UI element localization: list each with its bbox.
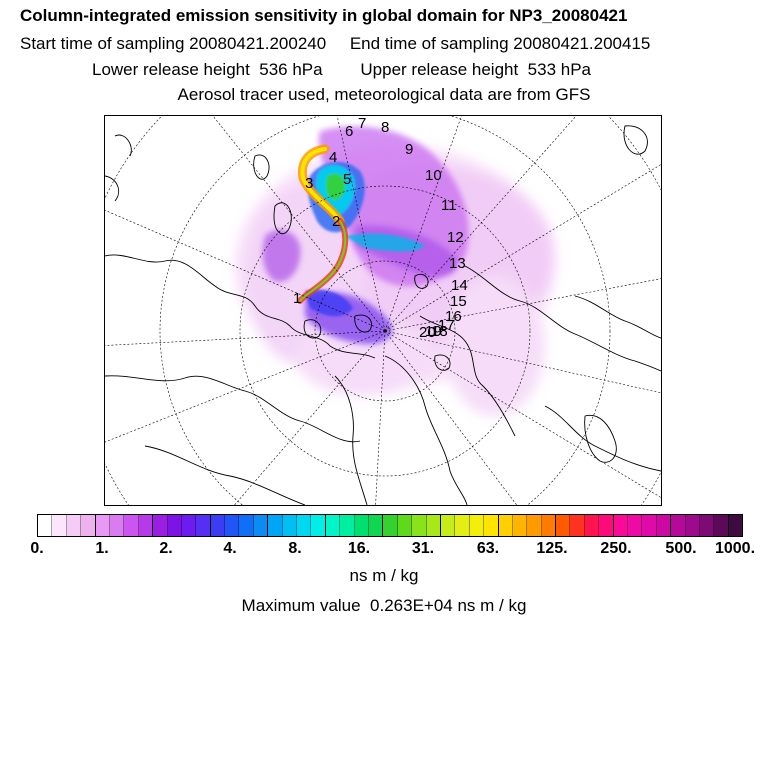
colorbar-segment xyxy=(95,515,110,536)
colorbar-segment xyxy=(656,515,672,536)
day-label-1: 1 xyxy=(293,290,301,307)
colorbar-segment xyxy=(368,515,384,536)
colorbar-segment xyxy=(52,515,67,536)
colorbar-tick-63: 63. xyxy=(476,540,500,557)
colorbar-segment xyxy=(239,515,254,536)
day-label-13: 13 xyxy=(449,255,466,272)
colorbar-segment xyxy=(210,515,226,536)
colorbar-segment xyxy=(455,515,470,536)
plume-streak xyxy=(297,144,349,304)
colorbar-segment xyxy=(354,515,369,536)
colorbar-segment xyxy=(642,515,657,536)
colorbar-segment xyxy=(397,515,413,536)
colorbar-segment xyxy=(282,515,298,536)
coastlines xyxy=(105,125,661,505)
colorbar-segment xyxy=(599,515,614,536)
colorbar-tick-2: 2. xyxy=(159,540,173,557)
colorbar-segment xyxy=(66,515,82,536)
day-label-8: 8 xyxy=(381,119,389,136)
graticule xyxy=(105,116,661,505)
colorbar-segment xyxy=(628,515,643,536)
day-label-19: 19 xyxy=(425,323,442,340)
day-label-11: 11 xyxy=(441,197,457,214)
colorbar-segment xyxy=(38,515,53,536)
colorbar-segment xyxy=(484,515,499,536)
colorbar-units: ns m / kg xyxy=(349,566,419,585)
colorbar-tick-16: 16. xyxy=(347,540,371,557)
colorbar-segment xyxy=(426,515,441,536)
colorbar-tick-31: 31. xyxy=(411,540,435,557)
map-svg: 1 2 3 4 5 6 7 8 9 10 11 12 13 14 15 16 1… xyxy=(105,116,661,505)
maximum-value: Maximum value 0.263E+04 ns m / kg xyxy=(241,596,527,615)
colorbar-segment xyxy=(728,515,743,536)
colorbar-segment xyxy=(340,515,355,536)
day-label-16: 16 xyxy=(445,308,462,325)
day-label-9: 9 xyxy=(405,141,413,158)
day-label-4: 4 xyxy=(329,149,337,166)
day-label-14: 14 xyxy=(451,277,468,294)
day-label-15: 15 xyxy=(450,293,467,310)
day-label-6: 6 xyxy=(345,123,353,140)
colorbar-tick-1000: 1000. xyxy=(714,540,756,557)
colorbar-segment xyxy=(714,515,729,536)
colorbar-segment xyxy=(685,515,700,536)
day-labels: 1 2 3 4 5 6 7 8 9 10 11 12 13 14 15 16 1… xyxy=(293,116,468,341)
colorbar-tick-4: 4. xyxy=(223,540,237,557)
colorbar-segment xyxy=(498,515,513,536)
day-label-10: 10 xyxy=(425,167,442,184)
colorbar-segment xyxy=(225,515,240,536)
polar-map: 1 2 3 4 5 6 7 8 9 10 11 12 13 14 15 16 1… xyxy=(104,115,662,506)
day-label-3: 3 xyxy=(305,175,313,192)
colorbar-segment xyxy=(124,515,139,536)
day-label-12: 12 xyxy=(447,229,464,246)
colorbar-segment xyxy=(512,515,528,536)
colorbar-segment xyxy=(297,515,312,536)
colorbar-segment xyxy=(109,515,125,536)
colorbar-segment xyxy=(311,515,326,536)
colorbar-segment xyxy=(383,515,398,536)
colorbar-segment xyxy=(167,515,182,536)
plot-title: Column-integrated emission sensitivity i… xyxy=(20,6,628,25)
day-label-20: 20 xyxy=(419,324,436,341)
colorbar-segment xyxy=(138,515,154,536)
colorbar-segment xyxy=(527,515,542,536)
colorbar-segment xyxy=(613,515,629,536)
day-label-17: 17 xyxy=(438,317,455,334)
colorbar-segment xyxy=(541,515,557,536)
colorbar-tick-500: 500. xyxy=(665,540,697,557)
colorbar-segment xyxy=(584,515,600,536)
colorbar-tick-8: 8. xyxy=(288,540,302,557)
colorbar-segment xyxy=(570,515,585,536)
colorbar-tick-1: 1. xyxy=(95,540,109,557)
colorbar-tick-250: 250. xyxy=(600,540,632,557)
colorbar-segment xyxy=(153,515,168,536)
sampling-times: Start time of sampling 20080421.200240 E… xyxy=(20,34,651,53)
day-label-2: 2 xyxy=(332,213,340,230)
colorbar-segment xyxy=(268,515,283,536)
plume-core xyxy=(305,161,425,317)
colorbar-segment xyxy=(253,515,269,536)
colorbar-tick-0: 0. xyxy=(30,540,44,557)
day-label-5: 5 xyxy=(343,171,351,188)
colorbar-segment xyxy=(412,515,427,536)
colorbar-segment xyxy=(440,515,456,536)
colorbar-segment xyxy=(671,515,686,536)
colorbar-segment xyxy=(325,515,341,536)
day-label-18: 18 xyxy=(431,323,448,340)
colorbar-segment xyxy=(699,515,715,536)
colorbar xyxy=(37,514,743,537)
colorbar-tick-125: 125. xyxy=(536,540,568,557)
colorbar-segment xyxy=(181,515,197,536)
colorbar-segment xyxy=(196,515,211,536)
release-heights: Lower release height 536 hPa Upper relea… xyxy=(92,60,591,79)
day-label-7: 7 xyxy=(358,116,366,132)
tracer-info: Aerosol tracer used, meteorological data… xyxy=(177,85,591,104)
colorbar-segment xyxy=(469,515,485,536)
colorbar-segment xyxy=(81,515,96,536)
colorbar-segment xyxy=(556,515,571,536)
